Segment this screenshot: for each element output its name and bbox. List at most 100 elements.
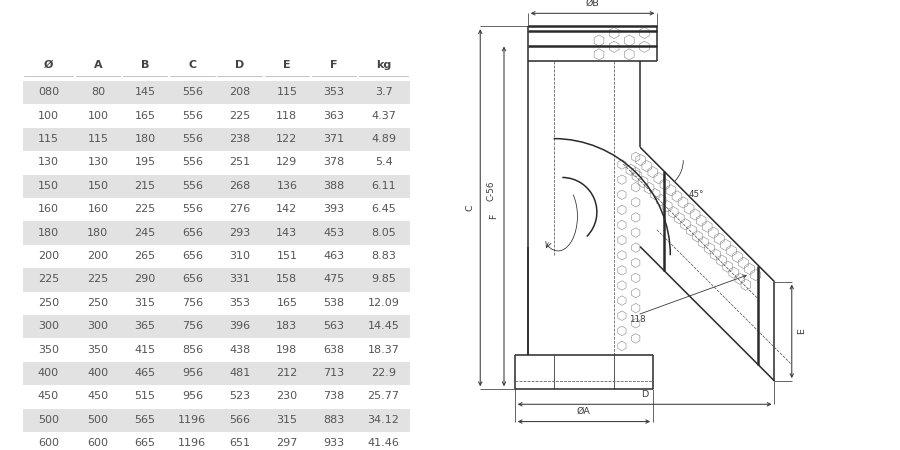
Text: 300: 300: [38, 321, 58, 331]
Text: 556: 556: [182, 158, 202, 167]
Text: 450: 450: [87, 392, 108, 401]
FancyBboxPatch shape: [22, 315, 410, 338]
Text: ØB: ØB: [586, 0, 599, 8]
Text: 215: 215: [135, 181, 156, 191]
Text: 371: 371: [324, 134, 345, 144]
Text: 566: 566: [230, 415, 250, 425]
FancyBboxPatch shape: [22, 221, 410, 245]
Text: ØA: ØA: [577, 407, 591, 416]
Text: D: D: [235, 60, 244, 70]
Text: 130: 130: [87, 158, 108, 167]
Text: 365: 365: [135, 321, 156, 331]
Text: 200: 200: [38, 251, 58, 261]
Text: 4.89: 4.89: [371, 134, 396, 144]
Text: 933: 933: [324, 438, 345, 448]
Text: 600: 600: [87, 438, 108, 448]
Text: 556: 556: [182, 134, 202, 144]
Text: 856: 856: [182, 345, 202, 355]
Text: 118: 118: [276, 111, 297, 121]
Text: 315: 315: [135, 298, 156, 308]
Text: 1196: 1196: [178, 438, 206, 448]
FancyBboxPatch shape: [22, 175, 410, 198]
Text: 238: 238: [229, 134, 250, 144]
Text: 463: 463: [324, 251, 345, 261]
Text: 160: 160: [38, 204, 58, 214]
Text: 500: 500: [38, 415, 58, 425]
Text: 556: 556: [182, 181, 202, 191]
Text: 251: 251: [230, 158, 250, 167]
Text: 353: 353: [230, 298, 250, 308]
Text: 150: 150: [38, 181, 58, 191]
Text: 195: 195: [135, 158, 156, 167]
Text: 180: 180: [135, 134, 156, 144]
Text: 565: 565: [135, 415, 156, 425]
Text: B: B: [141, 60, 149, 70]
Text: 3.7: 3.7: [374, 87, 392, 97]
Text: 41.46: 41.46: [368, 438, 400, 448]
Text: 22.9: 22.9: [371, 368, 396, 378]
FancyBboxPatch shape: [22, 81, 410, 104]
Text: 331: 331: [230, 274, 250, 284]
Text: 396: 396: [230, 321, 250, 331]
Text: 080: 080: [38, 87, 58, 97]
Text: 129: 129: [276, 158, 298, 167]
Text: kg: kg: [376, 60, 392, 70]
Text: 363: 363: [324, 111, 345, 121]
Text: 350: 350: [38, 345, 58, 355]
Text: 250: 250: [38, 298, 58, 308]
Text: 1196: 1196: [178, 415, 206, 425]
Text: 290: 290: [134, 274, 156, 284]
Text: 151: 151: [276, 251, 297, 261]
Text: 453: 453: [324, 228, 345, 238]
Text: Ø: Ø: [44, 60, 53, 70]
Text: 756: 756: [182, 321, 202, 331]
Text: 250: 250: [87, 298, 108, 308]
Text: 556: 556: [182, 204, 202, 214]
Text: 183: 183: [276, 321, 297, 331]
Text: 212: 212: [276, 368, 298, 378]
Text: 6.11: 6.11: [372, 181, 396, 191]
Text: F: F: [330, 60, 338, 70]
Text: 556: 556: [182, 111, 202, 121]
Text: 656: 656: [182, 228, 202, 238]
Text: 268: 268: [229, 181, 250, 191]
FancyBboxPatch shape: [22, 362, 410, 385]
Text: 25.77: 25.77: [367, 392, 400, 401]
Text: 160: 160: [87, 204, 108, 214]
Text: 198: 198: [276, 345, 298, 355]
Text: 80: 80: [91, 87, 105, 97]
Text: 115: 115: [276, 87, 297, 97]
Text: D: D: [641, 390, 648, 399]
Text: 265: 265: [135, 251, 156, 261]
Text: 118: 118: [629, 315, 645, 324]
Text: 656: 656: [182, 251, 202, 261]
Text: 656: 656: [182, 274, 202, 284]
Text: 500: 500: [87, 415, 108, 425]
Text: 225: 225: [38, 274, 59, 284]
Text: 600: 600: [38, 438, 58, 448]
Text: 350: 350: [87, 345, 108, 355]
Text: 538: 538: [324, 298, 345, 308]
Text: 475: 475: [323, 274, 345, 284]
Text: 378: 378: [323, 158, 345, 167]
Text: 481: 481: [229, 368, 250, 378]
Text: 415: 415: [135, 345, 156, 355]
Text: 6.45: 6.45: [371, 204, 396, 214]
Text: 8.83: 8.83: [371, 251, 396, 261]
FancyBboxPatch shape: [22, 409, 410, 432]
Text: 297: 297: [276, 438, 298, 448]
Text: 756: 756: [182, 298, 202, 308]
Text: 180: 180: [87, 228, 108, 238]
Text: C-56: C-56: [486, 180, 495, 201]
Text: 208: 208: [229, 87, 250, 97]
Text: 9.85: 9.85: [371, 274, 396, 284]
Text: 100: 100: [87, 111, 108, 121]
Text: 4.37: 4.37: [371, 111, 396, 121]
Text: 293: 293: [229, 228, 250, 238]
Text: E: E: [284, 60, 291, 70]
Text: 400: 400: [38, 368, 58, 378]
Text: 12.09: 12.09: [368, 298, 400, 308]
Text: 165: 165: [276, 298, 297, 308]
Text: 438: 438: [229, 345, 250, 355]
Text: 276: 276: [229, 204, 250, 214]
